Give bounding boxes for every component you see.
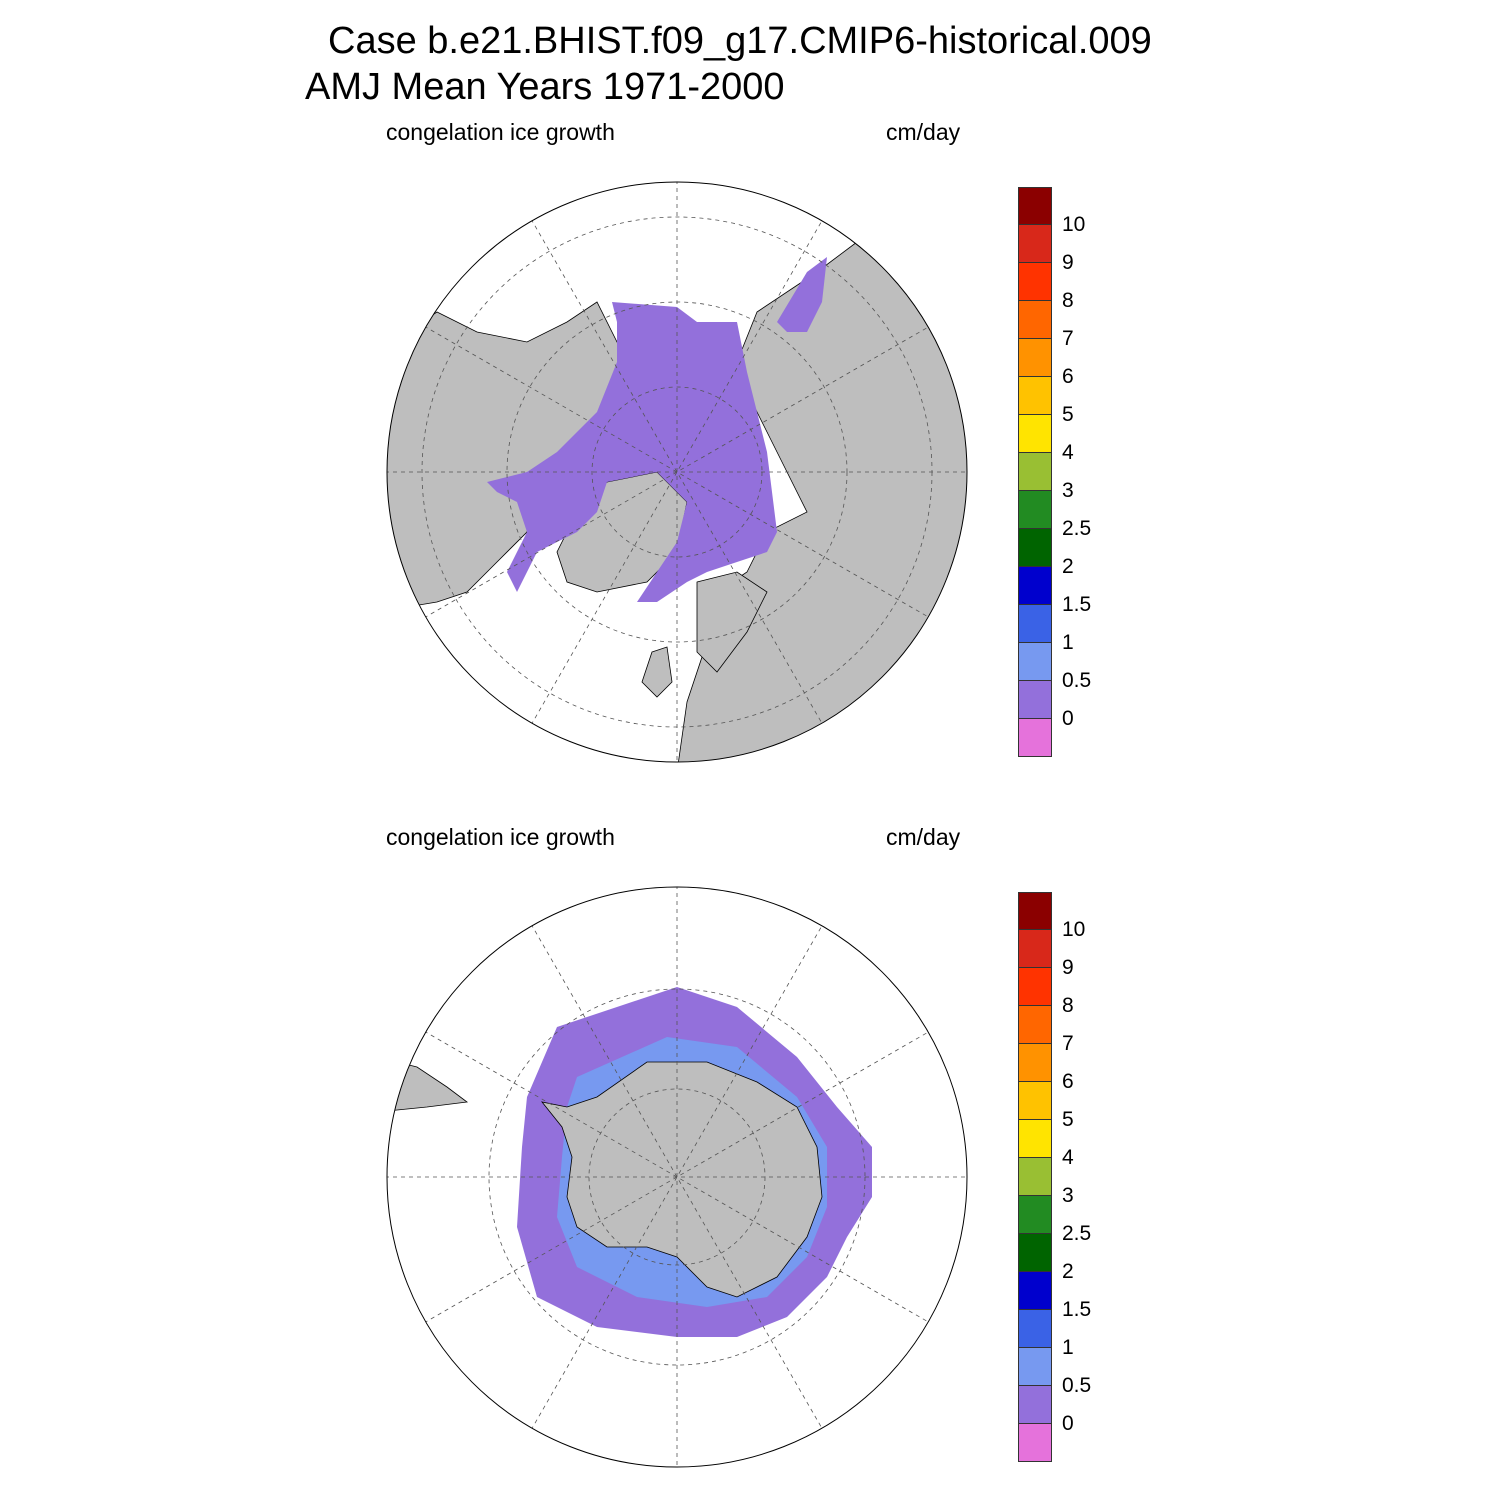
- colorbar-label: 7: [1062, 1032, 1074, 1055]
- colorbar-box: [1018, 1006, 1052, 1044]
- colorbar-label: 0.5: [1062, 669, 1092, 692]
- colorbar-box: [1018, 892, 1052, 930]
- colorbar-box: [1018, 301, 1052, 339]
- colorbar-box: [1018, 567, 1052, 605]
- colorbar-box: [1018, 453, 1052, 491]
- colorbar-label: 4: [1062, 441, 1074, 464]
- sea-ice-arctic: [487, 312, 777, 602]
- colorbar-label: 9: [1062, 251, 1074, 274]
- colorbar-label: 8: [1062, 289, 1074, 312]
- colorbar-label: 9: [1062, 956, 1074, 979]
- colorbar-label: 0.5: [1062, 1374, 1092, 1397]
- sea-ice-bering: [612, 302, 697, 322]
- colorbar-label: 3: [1062, 479, 1074, 502]
- colorbar-label: 5: [1062, 403, 1074, 426]
- colorbar-label: 7: [1062, 327, 1074, 350]
- south-colorbar: [1018, 892, 1052, 1462]
- colorbar-label: 2.5: [1062, 517, 1092, 540]
- colorbar-box: [1018, 225, 1052, 263]
- colorbar-label: 1.5: [1062, 1298, 1092, 1321]
- south-polar-map: [386, 886, 968, 1468]
- south-left-title: congelation ice growth: [386, 824, 615, 850]
- land-scandinavia: [696, 571, 768, 673]
- north-colorbar: [1018, 187, 1052, 757]
- colorbar-box: [1018, 719, 1052, 757]
- colorbar-label: 0: [1062, 1412, 1074, 1435]
- south-units: cm/day: [886, 824, 961, 850]
- colorbar-box: [1018, 1158, 1052, 1196]
- north-units: cm/day: [886, 119, 961, 145]
- colorbar-label: 8: [1062, 994, 1074, 1017]
- colorbar-box: [1018, 1348, 1052, 1386]
- colorbar-box: [1018, 605, 1052, 643]
- colorbar-box: [1018, 968, 1052, 1006]
- land-uk: [641, 646, 673, 698]
- colorbar-label: 0: [1062, 707, 1074, 730]
- colorbar-label: 2.5: [1062, 1222, 1092, 1245]
- colorbar-label: 10: [1062, 918, 1086, 941]
- graticule: [387, 182, 967, 762]
- colorbar-box: [1018, 1044, 1052, 1082]
- north-polar-map: [386, 181, 968, 763]
- colorbar-label: 3: [1062, 1184, 1074, 1207]
- colorbar-label: 1: [1062, 1336, 1074, 1359]
- colorbar-box: [1018, 930, 1052, 968]
- colorbar-label: 6: [1062, 1070, 1074, 1093]
- colorbar-box: [1018, 1234, 1052, 1272]
- colorbar-box: [1018, 491, 1052, 529]
- colorbar-box: [1018, 377, 1052, 415]
- colorbar-box: [1018, 1120, 1052, 1158]
- colorbar-box: [1018, 1310, 1052, 1348]
- figure-subtitle: AMJ Mean Years 1971-2000: [305, 66, 785, 108]
- figure-title: Case b.e21.BHIST.f09_g17.CMIP6-historica…: [328, 20, 1152, 62]
- colorbar-label: 1.5: [1062, 593, 1092, 616]
- colorbar-box: [1018, 339, 1052, 377]
- colorbar-label: 2: [1062, 555, 1074, 578]
- colorbar-box: [1018, 415, 1052, 453]
- north-left-title: congelation ice growth: [386, 119, 615, 145]
- colorbar-box: [1018, 1082, 1052, 1120]
- colorbar-box: [1018, 187, 1052, 225]
- colorbar-label: 6: [1062, 365, 1074, 388]
- graticule: [387, 887, 967, 1467]
- colorbar-box: [1018, 529, 1052, 567]
- colorbar-box: [1018, 681, 1052, 719]
- colorbar-label: 2: [1062, 1260, 1074, 1283]
- colorbar-box: [1018, 1272, 1052, 1310]
- colorbar-label: 5: [1062, 1108, 1074, 1131]
- colorbar-label: 1: [1062, 631, 1074, 654]
- colorbar-box: [1018, 263, 1052, 301]
- colorbar-box: [1018, 1424, 1052, 1462]
- colorbar-box: [1018, 1386, 1052, 1424]
- colorbar-box: [1018, 1196, 1052, 1234]
- sea-ice-okhotsk: [777, 257, 827, 332]
- colorbar-label: 10: [1062, 213, 1086, 236]
- colorbar-box: [1018, 643, 1052, 681]
- colorbar-label: 4: [1062, 1146, 1074, 1169]
